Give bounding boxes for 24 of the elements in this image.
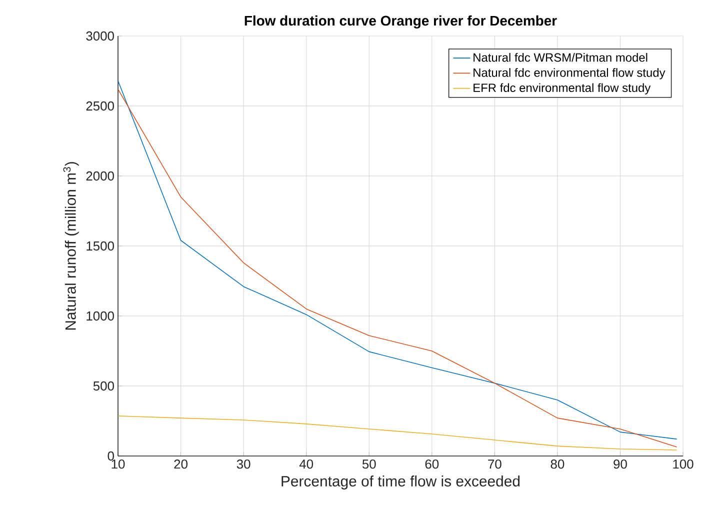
y-tick-label: 2500 <box>86 101 114 111</box>
y-tick-label: 2000 <box>86 171 114 181</box>
line-series <box>118 416 678 450</box>
x-axis-title: Percentage of time flow is exceeded <box>282 476 520 490</box>
x-tick-label: 20 <box>174 460 188 469</box>
y-axis-title: Natural runoff (million m$^{3}$) <box>63 162 79 330</box>
y-tick-label: 1000 <box>86 311 114 321</box>
x-tick-label: 100 <box>673 460 694 469</box>
x-tick-label: 30 <box>236 460 250 469</box>
x-tick-label: 50 <box>362 460 376 469</box>
x-tick-label: 70 <box>488 460 502 469</box>
y-tick-label: 1500 <box>86 241 114 251</box>
legend-label: Natural fdc WRSM/Pitman model <box>474 52 648 62</box>
x-tick-label: 80 <box>550 460 564 469</box>
legend-label: Natural fdc environmental flow study <box>474 68 666 80</box>
x-tick-label: 40 <box>299 460 314 469</box>
x-tick-label: 10 <box>112 460 125 469</box>
y-tick-label: 0 <box>108 451 114 461</box>
x-tick-label: 90 <box>614 460 627 469</box>
y-tick-label: 500 <box>93 381 114 391</box>
y-tick-label: 3000 <box>86 31 114 41</box>
chart-title: Flow duration curve Orange river for December <box>244 15 557 28</box>
legend-label: EFR fdc environmental flow study <box>474 83 651 94</box>
x-tick-label: 60 <box>425 460 439 469</box>
